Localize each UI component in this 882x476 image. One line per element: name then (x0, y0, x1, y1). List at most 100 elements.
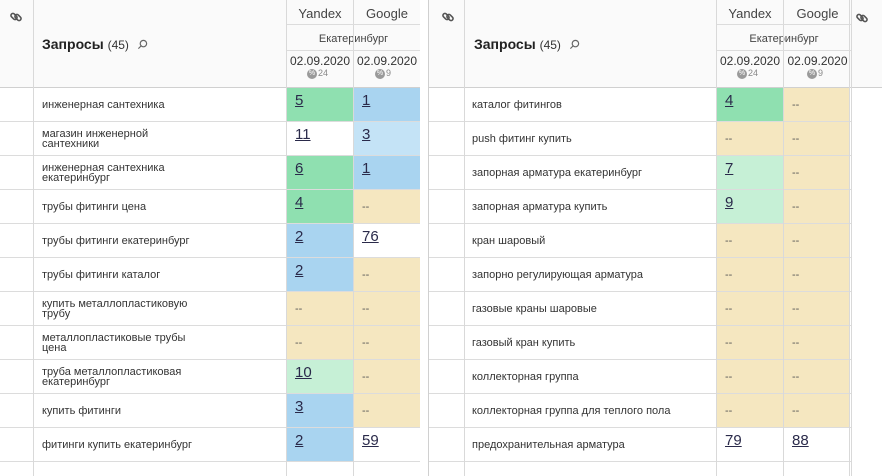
link-icon[interactable] (441, 10, 455, 24)
yandex-position[interactable]: 4 (717, 88, 783, 121)
yandex-position[interactable]: 3 (287, 394, 353, 427)
yandex-position: -- (717, 224, 783, 257)
table-row[interactable]: купить фитинги 3 -- (0, 394, 420, 428)
queries-count: (45) (539, 38, 561, 52)
table-row[interactable]: запорная арматура екатеринбург 7 -- (429, 156, 851, 190)
table-row[interactable]: магазин инженерной сантехники 11 3 (0, 122, 420, 156)
table-row[interactable]: трубы фитинги цена 4 -- (0, 190, 420, 224)
query-text: кран шаровый (472, 234, 546, 247)
yandex-position[interactable]: 10 (287, 360, 353, 393)
yandex-position[interactable]: 6 (287, 156, 353, 189)
queries-title-text: Запросы (42, 36, 104, 52)
query-text: газовый кран купить (472, 336, 576, 349)
percent-icon: % (307, 68, 317, 79)
google-position: -- (784, 292, 849, 325)
query-text: фитинги купить екатеринбург (42, 438, 193, 451)
yandex-position[interactable]: 5 (287, 88, 353, 121)
yandex-position: -- (717, 122, 783, 155)
yandex-position[interactable]: 9 (717, 190, 783, 223)
google-position[interactable]: 59 (354, 428, 420, 461)
table-row[interactable]: труба металлопластиковая екатеринбург 10-… (0, 360, 420, 394)
query-text: труба металлопластиковая екатеринбург (42, 365, 182, 388)
query-text: запорная арматура екатеринбург (472, 166, 643, 179)
date-google: 02.09.2020 (356, 54, 418, 68)
google-position[interactable]: 1 (354, 88, 420, 121)
search-icon[interactable] (569, 39, 580, 50)
table-row[interactable]: трубы фитинги екатеринбург 2 76 (0, 224, 420, 258)
google-position[interactable]: 88 (784, 428, 849, 461)
table-row[interactable]: газовый кран купить -- -- (429, 326, 851, 360)
google-position: -- (784, 360, 849, 393)
google-position[interactable]: 1 (354, 156, 420, 189)
queries-count: (45) (107, 38, 129, 52)
table-row[interactable]: предохранительная арматура 79 88 (429, 428, 851, 462)
yandex-position: -- (287, 326, 353, 359)
engine-google[interactable]: Google (366, 6, 408, 21)
table-row[interactable]: запорно регулирующая арматура -- -- (429, 258, 851, 292)
date-google: 02.09.2020 (787, 54, 848, 68)
left-positions-table: Запросы (45) Yandex Google Екатеринбург … (0, 0, 420, 476)
query-text: трубы фитинги цена (42, 200, 147, 213)
table-row[interactable]: фитинги купить екатеринбург 2 59 (0, 428, 420, 462)
query-text: магазин инженерной сантехники (42, 127, 149, 150)
table-row[interactable]: газовые краны шаровые -- -- (429, 292, 851, 326)
query-text: каталог фитингов (472, 98, 562, 111)
engine-yandex[interactable]: Yandex (298, 6, 342, 21)
google-position: -- (784, 122, 849, 155)
yandex-position[interactable]: 79 (717, 428, 783, 461)
table-row[interactable]: металлопластиковые трубы цена -- -- (0, 326, 420, 360)
yandex-position[interactable]: 4 (287, 190, 353, 223)
google-position[interactable]: 76 (354, 224, 420, 257)
table-row[interactable]: коллекторная группа для теплого пола -- -- (429, 394, 851, 428)
table-header (429, 0, 851, 88)
google-position: -- (354, 258, 420, 291)
table-row[interactable]: трубы фитинги каталог 2 -- (0, 258, 420, 292)
checks-badge-yandex: % 24 (307, 68, 328, 79)
date-yandex: 02.09.2020 (719, 54, 781, 68)
yandex-position: -- (717, 326, 783, 359)
google-position: -- (784, 394, 849, 427)
query-text: коллекторная группа (472, 370, 579, 383)
search-icon[interactable] (137, 39, 148, 50)
query-text: металлопластиковые трубы цена (42, 331, 186, 354)
query-text: трубы фитинги екатеринбург (42, 234, 190, 247)
yandex-position[interactable]: 7 (717, 156, 783, 189)
badge-count: 24 (748, 68, 759, 78)
table-row[interactable]: запорная арматура купить 9 -- (429, 190, 851, 224)
table-row[interactable]: коллекторная группа -- -- (429, 360, 851, 394)
query-text: предохранительная арматура (472, 438, 625, 451)
table-row[interactable]: купить металлопластиковую трубу -- -- (0, 292, 420, 326)
google-position[interactable]: 3 (354, 122, 420, 155)
query-text: купить металлопластиковую трубу (42, 297, 188, 320)
link-icon[interactable] (855, 11, 869, 25)
right-positions-table: Запросы (45) Yandex Google Екатеринбург … (428, 0, 851, 476)
yandex-position[interactable]: 2 (287, 258, 353, 291)
yandex-position[interactable]: 2 (287, 224, 353, 257)
query-text: запорная арматура купить (472, 200, 608, 213)
yandex-position[interactable]: 11 (287, 122, 353, 155)
google-position: -- (784, 258, 849, 291)
query-text: коллекторная группа для теплого пола (472, 404, 671, 417)
queries-title: Запросы (45) (42, 36, 148, 52)
query-text: push фитинг купить (472, 132, 572, 145)
query-text: инженерная сантехника (42, 98, 165, 111)
query-text: газовые краны шаровые (472, 302, 597, 315)
table-row[interactable]: каталог фитингов 4 -- (429, 88, 851, 122)
google-position: -- (354, 190, 420, 223)
google-position: -- (784, 224, 849, 257)
badge-count: 24 (318, 68, 329, 78)
checks-badge-yandex: % 24 (737, 68, 758, 79)
yandex-position: -- (717, 292, 783, 325)
link-icon[interactable] (9, 10, 23, 24)
engine-google[interactable]: Google (796, 6, 839, 21)
table-row[interactable]: инженерная сантехника 5 1 (0, 88, 420, 122)
next-table-edge (851, 0, 882, 476)
table-row[interactable]: кран шаровый -- -- (429, 224, 851, 258)
table-row[interactable]: инженерная сантехника екатеринбург 6 1 (0, 156, 420, 190)
yandex-position[interactable]: 2 (287, 428, 353, 461)
query-text: инженерная сантехника екатеринбург (42, 161, 165, 184)
percent-icon: % (807, 68, 817, 79)
engine-yandex[interactable]: Yandex (728, 6, 772, 21)
table-row[interactable]: push фитинг купить -- -- (429, 122, 851, 156)
percent-icon: % (375, 68, 385, 79)
